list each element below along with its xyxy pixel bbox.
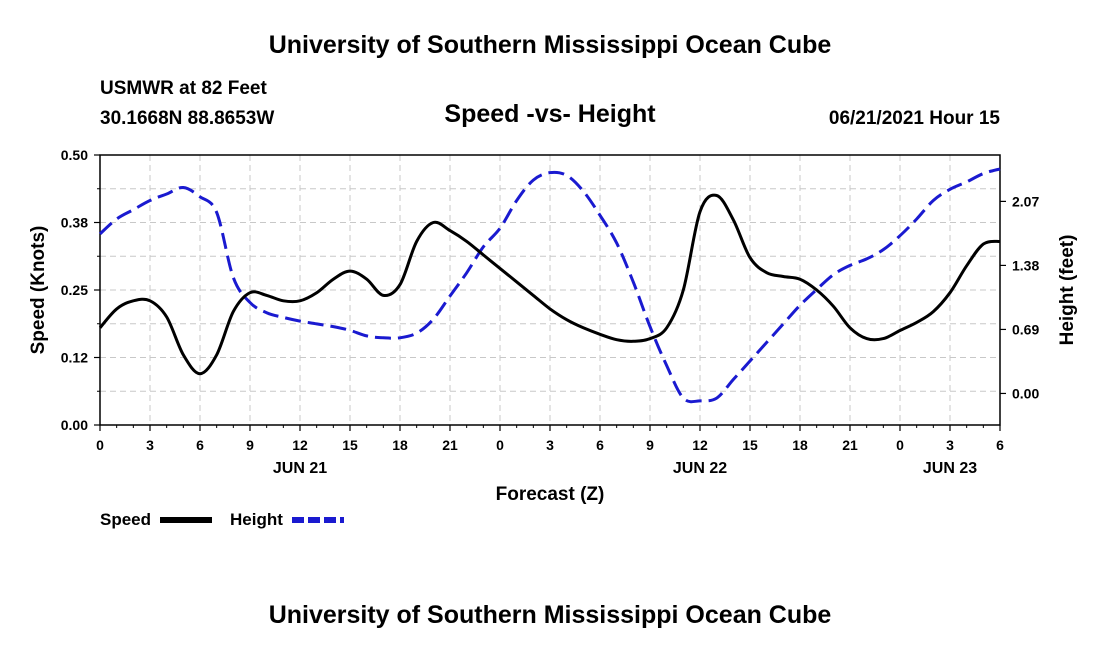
x-tick-label: 0 [496,437,504,453]
forecast-datetime: 06/21/2021 Hour 15 [828,108,1000,129]
speed-series-line [98,193,1001,376]
x-tick-label: 21 [442,437,458,453]
y-tick-label: 0.38 [61,215,88,231]
date-label: JUN 22 [673,460,727,477]
chart-subtitle: Speed -vs- Height [444,100,656,128]
x-tick-label: 6 [596,437,604,453]
x-tick-label: 18 [792,437,808,453]
station-label: USMWR at 82 Feet [100,78,267,99]
chart-axes: 0 3 6 9 12 15 18 21 0 3 6 9 12 15 18 21 0 3 6 JUN 21 JUN 22 J… [61,147,1040,477]
date-label: JUN 23 [923,460,977,477]
x-tick-label: 9 [646,437,654,453]
x-tick-label: 9 [246,437,254,453]
x-tick-label: 3 [546,437,554,453]
x-tick-label: 0 [896,437,904,453]
date-label: JUN 21 [273,460,327,477]
y2-axis-title: Height (feet) [1057,235,1078,346]
x-tick-label: 15 [742,437,758,453]
x-tick-label: 6 [996,437,1004,453]
x-tick-label: 18 [392,437,408,453]
legend-speed-label: Speed [100,510,151,529]
x-tick-label: 3 [946,437,954,453]
footer-title: University of Southern Mississippi Ocean… [268,601,832,629]
y2-tick-label: 0.00 [1012,385,1039,401]
y-tick-label: 0.50 [61,147,88,163]
y-tick-label: 0.00 [61,417,88,433]
legend-height-label: Height [230,510,283,529]
x-tick-label: 6 [196,437,204,453]
y-tick-label: 0.25 [61,282,88,298]
x-tick-label: 12 [692,437,708,453]
page-title: University of Southern Mississippi Ocean… [268,31,832,59]
station-coordinates: 30.1668N 88.8653W [100,108,275,129]
y2-tick-label: 0.69 [1012,321,1039,337]
axis-titles: Forecast (Z) Speed (Knots) Height (feet) [28,226,1078,505]
x-tick-label: 3 [146,437,154,453]
y-tick-label: 0.12 [61,350,88,366]
chart-legend: Speed Height [100,510,344,529]
chart-grid [100,155,1000,425]
chart-series [98,167,1001,404]
y-axis-title: Speed (Knots) [28,226,49,355]
y2-tick-label: 1.38 [1012,257,1039,273]
x-tick-label: 0 [96,437,104,453]
x-tick-label: 21 [842,437,858,453]
y2-tick-label: 2.07 [1012,193,1039,209]
height-series-line [98,167,1001,404]
x-axis-title: Forecast (Z) [496,484,605,505]
x-tick-label: 12 [292,437,308,453]
x-tick-label: 15 [342,437,358,453]
